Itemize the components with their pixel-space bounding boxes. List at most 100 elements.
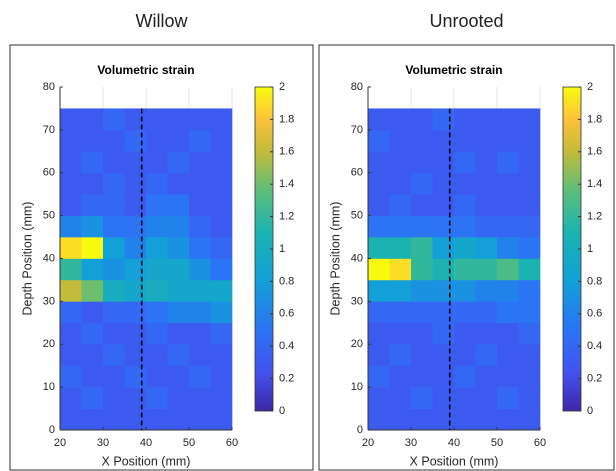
heatmap-cell [497, 365, 519, 388]
y-tick-label: 40 [351, 252, 363, 264]
heatmap-cell [189, 387, 211, 409]
heatmap-cell [60, 301, 82, 324]
heatmap-cell [518, 172, 541, 195]
heatmap-cell [454, 151, 476, 174]
x-axis-label: X Position (mm) [102, 454, 191, 468]
heatmap-cell [189, 344, 211, 366]
y-tick-label: 40 [43, 252, 55, 264]
heatmap-cell [81, 279, 104, 302]
colorbar-tick-label: 1.6 [279, 146, 294, 158]
heatmap-cell [411, 365, 433, 388]
heatmap-cell [146, 215, 168, 238]
heatmap-cell [167, 365, 190, 388]
heatmap-cell [124, 172, 147, 195]
heatmap-cell [389, 129, 412, 152]
heatmap-cell [210, 172, 233, 195]
heatmap-cell [368, 129, 390, 152]
heatmap-cell [189, 194, 211, 216]
heatmap-cell [475, 172, 498, 195]
heatmap-cell [81, 215, 104, 238]
heatmap-cell [368, 344, 390, 366]
colorbar-tick-label: 1.4 [279, 178, 294, 190]
heatmap-cell [103, 279, 125, 302]
colorbar-tick-label: 0 [279, 405, 285, 417]
heatmap-cell [167, 322, 190, 345]
heatmap-cell [81, 108, 104, 131]
heatmap-cell [518, 301, 541, 324]
y-tick-label: 20 [43, 338, 55, 350]
heatmap-cell [124, 344, 147, 366]
heatmap-cell [210, 301, 233, 324]
heatmap-cell [146, 344, 168, 366]
heatmap-cell [497, 408, 519, 431]
heatmap-cell [81, 301, 104, 324]
heatmap-cell [60, 215, 82, 238]
heatmap-cell [103, 344, 125, 366]
heatmap-cell [124, 129, 147, 152]
heatmap-cell [497, 129, 519, 152]
heatmap-cell [411, 408, 433, 431]
heatmap-cell [432, 237, 455, 259]
heatmap-cell [411, 172, 433, 195]
heatmap-cell [124, 279, 147, 302]
heatmap-cell [189, 151, 211, 174]
heatmap-cell [411, 194, 433, 216]
heatmap-cell [146, 258, 168, 281]
x-tick-label: 20 [54, 437, 66, 449]
heatmap-cell [475, 194, 498, 216]
heatmap-cell [60, 322, 82, 345]
heatmap-cell [103, 151, 125, 174]
colorbar-tick-label: 0 [587, 405, 593, 417]
heatmap-cell [368, 258, 390, 281]
colorbar-tick-label: 1.4 [587, 178, 602, 190]
y-tick-label: 80 [351, 81, 363, 93]
colorbar-tick-label: 1.8 [279, 113, 294, 125]
heatmap-cell [368, 151, 390, 174]
heatmap-cell [497, 108, 519, 131]
heatmap-cell [210, 129, 233, 152]
heatmap-cell [81, 322, 104, 345]
heatmap-cell [454, 172, 476, 195]
heatmap-cell [368, 215, 390, 238]
heatmap-cell [432, 258, 455, 281]
heatmap-cell [103, 194, 125, 216]
heatmap-cell [210, 344, 233, 366]
heatmap-cell [210, 108, 233, 131]
heatmap-cell [124, 301, 147, 324]
heatmap-cell [146, 129, 168, 152]
heatmap-cell [497, 344, 519, 366]
heatmap-cell [167, 151, 190, 174]
heatmap-cell [518, 151, 541, 174]
heatmap-cell [518, 387, 541, 409]
heatmap-cell [475, 365, 498, 388]
colorbar-tick-label: 0.4 [279, 340, 294, 352]
y-tick-label: 50 [43, 210, 55, 222]
heatmap-cell [475, 301, 498, 324]
heatmap-cell [389, 365, 412, 388]
colorbar-tick-label: 0.2 [279, 373, 294, 385]
heatmap-cell [432, 215, 455, 238]
heatmap-cell [189, 408, 211, 431]
heatmap-cell [475, 129, 498, 152]
colorbar-tick-label: 2 [279, 81, 285, 93]
heatmap-cell [497, 258, 519, 281]
heatmap-cell [432, 301, 455, 324]
heatmap-cell [124, 387, 147, 409]
heatmap-cell [368, 194, 390, 216]
y-tick-label: 70 [43, 124, 55, 136]
heatmap-cell [146, 279, 168, 302]
heatmap-cell [189, 172, 211, 195]
heatmap-cell [475, 279, 498, 302]
heatmap-cell [210, 408, 233, 431]
heatmap-cell [81, 172, 104, 195]
heatmap-cell [454, 237, 476, 259]
heatmap-cell [411, 344, 433, 366]
heatmap-cell [103, 108, 125, 131]
x-tick-label: 40 [140, 437, 152, 449]
heatmap-cell [60, 279, 82, 302]
heatmap-cell [368, 408, 390, 431]
heatmap-cell [146, 301, 168, 324]
heatmap-cell [167, 237, 190, 259]
panel-label: Unrooted [429, 11, 503, 31]
